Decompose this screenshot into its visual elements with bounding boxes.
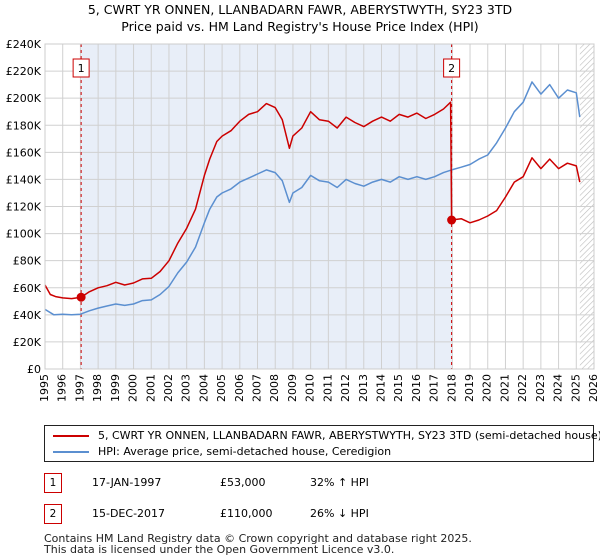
x-tick-label: 2022 (516, 374, 529, 402)
y-tick-label: £40K (13, 309, 42, 322)
sale-hpi-1: 32% ↑ HPI (310, 476, 369, 489)
sale-box (72, 58, 90, 78)
x-tick-label: 2015 (392, 374, 405, 402)
x-tick-label: 2014 (374, 374, 387, 402)
x-tick-label: 2018 (445, 374, 458, 402)
x-tick-label: 2023 (534, 374, 547, 402)
x-tick-label: 1997 (73, 374, 86, 402)
legend-box: 5, CWRT YR ONNEN, LLANBADARN FAWR, ABERY… (44, 425, 600, 462)
sale-box (443, 58, 461, 78)
y-tick-label: £0 (27, 363, 41, 376)
y-tick-label: £60K (13, 282, 42, 295)
sale-badge-1: 1 (44, 473, 62, 493)
y-tick-label: £140K (6, 173, 42, 186)
x-tick-label: 2020 (481, 374, 494, 402)
y-tick-label: £160K (6, 146, 42, 159)
x-tick-label: 2006 (233, 374, 246, 402)
x-tick-label: 2007 (251, 374, 264, 402)
y-tick-label: £100K (6, 228, 42, 241)
x-tick-label: 2026 (587, 374, 600, 402)
chart-title-line2: Price paid vs. HM Land Registry's House … (121, 19, 479, 34)
legend-item-property: 5, CWRT YR ONNEN, LLANBADARN FAWR, ABERY… (53, 428, 600, 444)
x-tick-label: 2012 (339, 374, 352, 402)
sale-point (76, 292, 86, 302)
y-tick-label: £120K (6, 201, 42, 214)
legend-hpi-label: HPI: Average price, semi-detached house,… (98, 445, 392, 458)
x-tick-label: 2009 (286, 374, 299, 402)
sale-box-label: 2 (448, 62, 455, 75)
plot-frame (44, 43, 595, 370)
x-tick-label: 2013 (357, 374, 370, 402)
x-tick-label: 2025 (569, 374, 582, 402)
x-tick-label: 2016 (410, 374, 423, 402)
sale-point (447, 215, 457, 225)
x-tick-label: 2008 (268, 374, 281, 402)
x-tick-label: 2017 (428, 374, 441, 402)
price-chart: £0 £20K £40K £60K £80K £100K £120K £140K £160K £1… (6, 38, 600, 402)
x-tick-label: 2021 (498, 374, 511, 402)
x-tick-label: 1998 (91, 374, 104, 402)
sale-price-2: £110,000 (220, 507, 273, 520)
x-tick-label: 2003 (180, 374, 193, 402)
sale-date-2: 15-DEC-2017 (92, 507, 166, 520)
x-tick-label: 2011 (321, 374, 334, 402)
sale-box-label: 1 (78, 62, 85, 75)
sale-hpi-2: 26% ↓ HPI (310, 507, 369, 520)
x-tick-label: 2002 (162, 374, 175, 402)
y-tick-label: £220K (6, 65, 42, 78)
y-tick-label: £80K (13, 255, 42, 268)
legend-hpi-swatch (53, 451, 89, 453)
x-tick-label: 2000 (127, 374, 140, 402)
x-tick-label: 2024 (552, 374, 565, 402)
x-tick-label: 1999 (109, 374, 122, 402)
x-tick-label: 2001 (144, 374, 157, 402)
x-tick-label: 2010 (304, 374, 317, 402)
x-tick-label: 1996 (56, 374, 69, 402)
x-tick-label: 1995 (38, 374, 51, 402)
y-tick-label: £240K (6, 38, 42, 51)
property-price-line (44, 101, 581, 300)
sale-price-1: £53,000 (220, 476, 266, 489)
chart-title-line1: 5, CWRT YR ONNEN, LLANBADARN FAWR, ABERY… (87, 2, 513, 17)
legend-item-hpi: HPI: Average price, semi-detached house,… (53, 444, 391, 460)
footer-line2: This data is licensed under the Open Gov… (44, 543, 395, 556)
legend-property-swatch (53, 435, 89, 437)
y-tick-label: £20K (13, 336, 42, 349)
legend-property-label: 5, CWRT YR ONNEN, LLANBADARN FAWR, ABERY… (98, 429, 600, 442)
sale-badge-2: 2 (44, 504, 62, 524)
sale-date-1: 17-JAN-1997 (92, 476, 162, 489)
hpi-line (44, 81, 581, 316)
x-tick-label: 2005 (215, 374, 228, 402)
x-tick-label: 2004 (197, 374, 210, 402)
y-tick-label: £200K (6, 92, 42, 105)
x-tick-label: 2019 (463, 374, 476, 402)
y-tick-label: £180K (6, 119, 42, 132)
footer-line1: Contains HM Land Registry data © Crown c… (44, 532, 472, 545)
